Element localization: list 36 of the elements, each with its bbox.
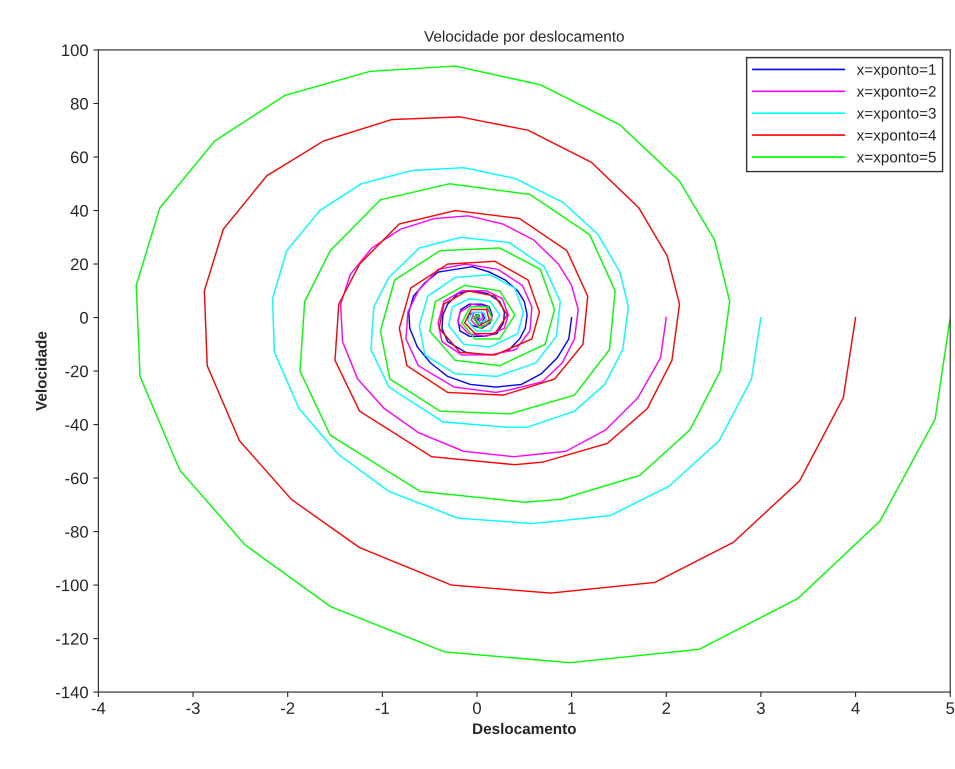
x-tick-label: -1	[376, 702, 389, 714]
y-tick-label: 80	[70, 98, 88, 110]
text: x=xponto=3	[856, 108, 936, 122]
x-tick-label: -3	[186, 702, 200, 714]
x-axis-title: Deslocamento	[473, 722, 576, 734]
x-tick-label: 1	[568, 702, 576, 714]
text: x=xponto=4	[856, 130, 936, 144]
y-tick-label: -120	[56, 632, 88, 645]
text: x=xponto=1	[856, 64, 936, 78]
chart-title: Velocidade por deslocamento	[424, 30, 624, 45]
y-tick-label: 20	[70, 258, 88, 270]
line-series	[204, 116, 856, 594]
x-tick-label: -2	[281, 702, 294, 714]
x-tick-label: 3	[756, 702, 765, 714]
y-tick-label: 60	[70, 151, 88, 164]
x-tick-label: 4	[851, 702, 860, 714]
text: x=xponto=5	[856, 152, 936, 166]
y-tick-label: -20	[65, 365, 88, 378]
line-series	[136, 65, 950, 664]
line-series	[272, 167, 762, 524]
y-tick-label: 100	[62, 44, 88, 56]
y-tick-label: -60	[65, 472, 88, 484]
y-tick-label: 0	[80, 312, 88, 324]
x-tick-label: 0	[472, 702, 481, 714]
y-tick-label: -100	[56, 579, 88, 592]
x-tick-label: 5	[946, 702, 954, 714]
line-series	[340, 215, 667, 458]
y-tick-label: -140	[56, 686, 88, 698]
text: x=xponto=2	[856, 86, 936, 100]
x-tick-label: 2	[662, 702, 670, 714]
y-tick-label: -80	[65, 526, 88, 538]
line-series	[408, 266, 572, 388]
y-axis-title: Velocidade	[35, 332, 47, 411]
x-tick-label: -4	[92, 702, 106, 714]
y-tick-label: 40	[70, 204, 88, 217]
y-tick-label: -40	[65, 418, 88, 431]
